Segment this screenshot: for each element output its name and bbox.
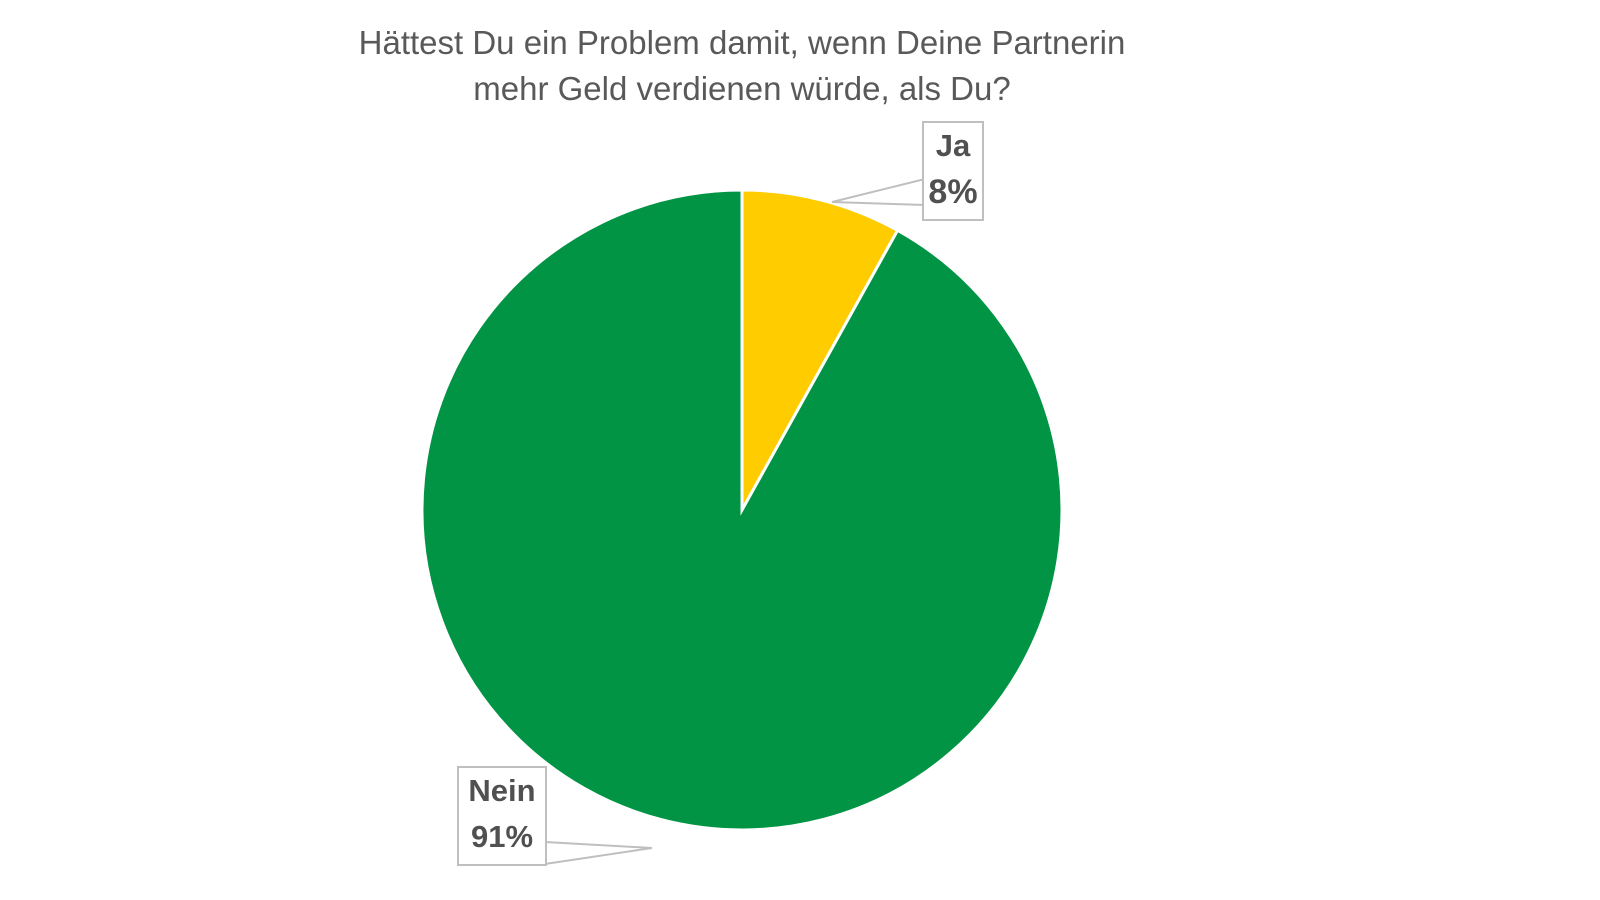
pie-slice-nein: [420, 188, 1064, 832]
nein-label-name: Nein: [468, 773, 536, 808]
nein-leader-line: [544, 841, 653, 849]
title-line-1: Hättest Du ein Problem damit, wenn Deine…: [358, 24, 1126, 61]
ja-label-value: 8%: [928, 173, 978, 211]
nein-leader-line-2: [544, 847, 653, 865]
title-line-2: mehr Geld verdienen würde, als Du?: [473, 70, 1011, 107]
ja-label-name: Ja: [935, 128, 971, 163]
nein-label-value: 91%: [470, 819, 534, 854]
ja-leader-line: [831, 178, 926, 203]
chart-title: Hättest Du ein Problem damit, wenn Deine…: [0, 20, 1484, 112]
pie-slice-ja: [740, 188, 900, 516]
nein-data-label: Nein 91%: [457, 766, 547, 866]
ja-data-label: Ja 8%: [922, 121, 984, 221]
ja-leader-line-2: [831, 201, 926, 206]
